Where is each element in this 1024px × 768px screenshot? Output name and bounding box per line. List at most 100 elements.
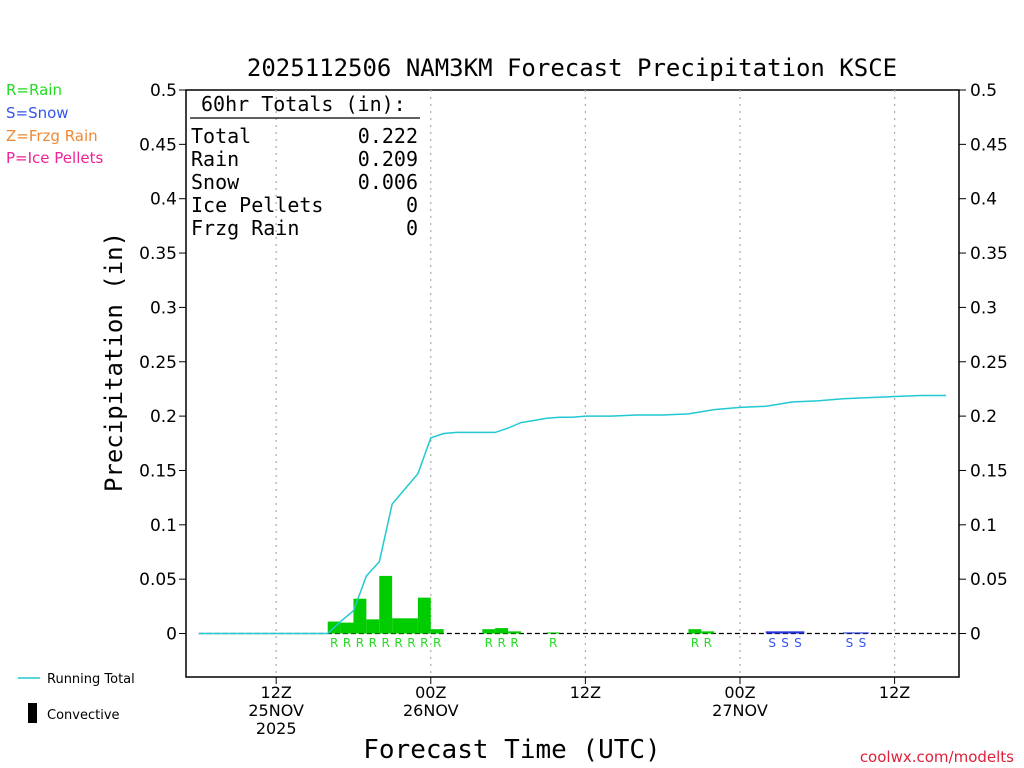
totals-header: 60hr Totals (in): xyxy=(201,92,406,116)
credit-text: coolwx.com/modelts xyxy=(860,748,1014,766)
precip-type-letter: R xyxy=(691,636,699,650)
precip-bar xyxy=(405,618,418,634)
precip-type-letter: R xyxy=(382,636,390,650)
y-tick-label-right: 0.1 xyxy=(970,516,997,536)
precip-bar xyxy=(482,629,496,634)
x-tick-label: 12Z xyxy=(570,683,601,702)
precip-type-letter: R xyxy=(356,636,364,650)
running-total-line xyxy=(198,394,947,635)
precip-type-letter: S xyxy=(846,636,854,650)
y-tick-label-right: 0.05 xyxy=(970,570,1008,590)
precip-type-letter: R xyxy=(394,636,402,650)
totals-value-rain: 0.209 xyxy=(358,147,418,171)
y-tick-label-left: 0.25 xyxy=(139,353,177,373)
x-tick-label: 2025 xyxy=(256,719,297,738)
precip-type-letter: R xyxy=(343,636,351,650)
legend-ice-pellets: P=Ice Pellets xyxy=(6,149,103,167)
precip-bar xyxy=(495,628,509,634)
convective-swatch xyxy=(28,703,37,723)
precip-bar xyxy=(353,598,367,634)
precip-bar xyxy=(765,631,779,634)
x-tick-label: 12Z xyxy=(261,683,292,702)
precip-bar xyxy=(392,618,406,634)
y-tick-label-left: 0.2 xyxy=(150,407,177,427)
precip-bar xyxy=(843,632,856,634)
convective-label: Convective xyxy=(47,708,120,723)
precip-type-letter: S xyxy=(781,636,789,650)
legend-rain: R=Rain xyxy=(6,81,62,99)
totals-box: 60hr Totals (in): Total 0.222 Rain 0.209… xyxy=(190,92,420,240)
totals-label-snow: Snow xyxy=(191,170,240,194)
y-tick-label-left: 0.3 xyxy=(150,298,177,318)
x-tick-label: 27NOV xyxy=(712,701,768,720)
y-tick-label-right: 0.2 xyxy=(970,407,997,427)
totals-label-ice-pellets: Ice Pellets xyxy=(191,193,323,217)
y-tick-label-left: 0.4 xyxy=(150,190,177,210)
totals-value-ice-pellets: 0 xyxy=(406,193,418,217)
y-tick-label-right: 0.5 xyxy=(970,81,997,101)
precip-type-letter: R xyxy=(420,636,428,650)
precip-bar xyxy=(430,629,444,634)
totals-label-total: Total xyxy=(191,124,251,148)
precip-type-letter: R xyxy=(369,636,377,650)
y-tick-label-right: 0.45 xyxy=(970,135,1008,155)
y-tick-label-right: 0.35 xyxy=(970,244,1008,264)
chart-title: 2025112506 NAM3KM Forecast Precipitation… xyxy=(247,54,897,82)
y-tick-label-right: 0.3 xyxy=(970,298,997,318)
x-tick-label: 25NOV xyxy=(248,701,304,720)
totals-value-total: 0.222 xyxy=(358,124,418,148)
y-tick-label-right: 0.4 xyxy=(970,190,997,210)
x-tick-label: 12Z xyxy=(879,683,910,702)
x-tick-label: 26NOV xyxy=(403,701,459,720)
precip-bar xyxy=(701,631,715,634)
y-tick-label-right: 0 xyxy=(970,625,981,645)
precip-type-letter: S xyxy=(859,636,867,650)
precip-type-letter: R xyxy=(407,636,415,650)
y-tick-label-left: 0.5 xyxy=(150,81,177,101)
precip-type-letter: S xyxy=(794,636,802,650)
legend-frzg-rain: Z=Frzg Rain xyxy=(6,127,98,145)
precip-type-letter: R xyxy=(704,636,712,650)
precip-bar xyxy=(508,631,521,634)
type-legend: R=Rain S=Snow Z=Frzg Rain P=Ice Pellets xyxy=(6,81,103,167)
totals-value-snow: 0.006 xyxy=(358,170,418,194)
precip-type-letter: R xyxy=(485,636,493,650)
precip-bar xyxy=(417,597,431,634)
precip-type-letter: R xyxy=(549,636,557,650)
precip-bar xyxy=(778,631,792,634)
precip-type-letter: R xyxy=(433,636,441,650)
running-total-label: Running Total xyxy=(47,672,135,687)
precip-bar xyxy=(791,631,805,634)
legend-snow: S=Snow xyxy=(6,104,69,122)
y-tick-label-right: 0.25 xyxy=(970,353,1008,373)
plot-frame xyxy=(185,89,960,678)
precip-bar xyxy=(688,629,702,634)
y-tick-label-left: 0 xyxy=(166,625,177,645)
precip-bars xyxy=(327,575,869,634)
x-axis-label: Forecast Time (UTC) xyxy=(363,735,660,765)
y-tick-label-right: 0.15 xyxy=(970,461,1008,481)
precip-bar xyxy=(340,622,354,634)
precip-type-letter: R xyxy=(330,636,338,650)
y-tick-label-left: 0.15 xyxy=(139,461,177,481)
x-tick-label: 00Z xyxy=(415,683,446,702)
y-tick-label-left: 0.1 xyxy=(150,516,177,536)
y-axis-label: Precipitation (in) xyxy=(100,232,128,492)
precip-bar xyxy=(855,632,869,634)
precip-type-letter: R xyxy=(510,636,518,650)
precip-bar xyxy=(366,619,380,634)
totals-label-rain: Rain xyxy=(191,147,239,171)
series-legend: Running Total Convective xyxy=(18,672,135,723)
y-tick-label-left: 0.45 xyxy=(139,135,177,155)
totals-value-frzg-rain: 0 xyxy=(406,216,418,240)
precip-type-letter: R xyxy=(497,636,505,650)
y-tick-label-left: 0.05 xyxy=(139,570,177,590)
totals-label-frzg-rain: Frzg Rain xyxy=(191,216,299,240)
precip-bar xyxy=(546,632,560,634)
y-tick-label-left: 0.35 xyxy=(139,244,177,264)
precip-bar xyxy=(379,575,393,634)
x-tick-label: 00Z xyxy=(724,683,755,702)
